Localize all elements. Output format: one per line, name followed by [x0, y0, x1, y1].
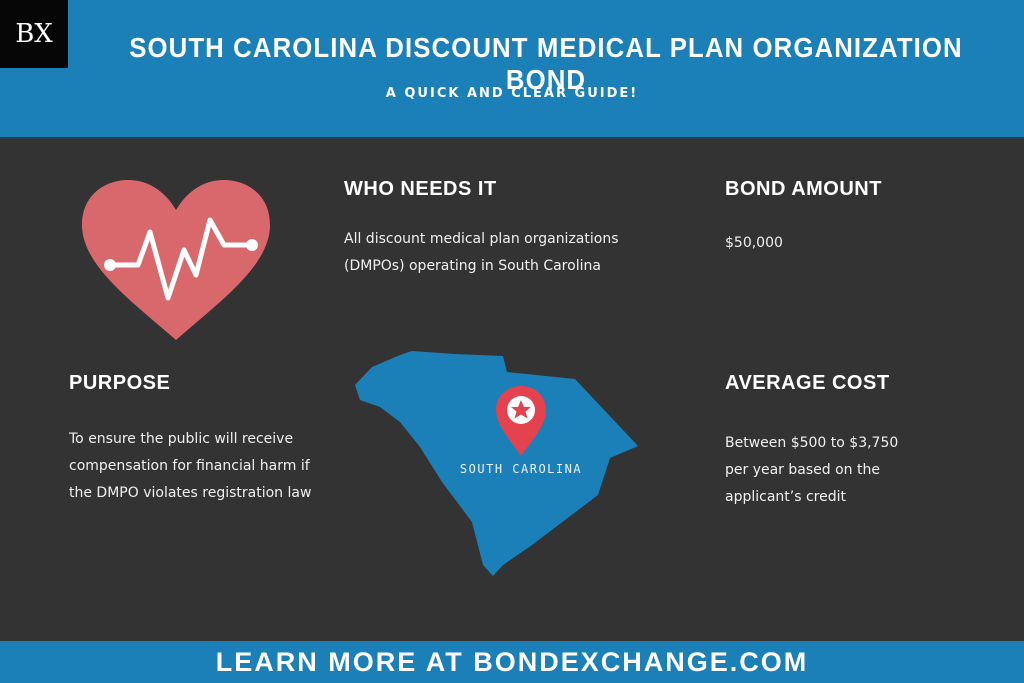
- bond-amount-text: $50,000: [725, 230, 783, 257]
- page-title: SOUTH CAROLINA DISCOUNT MEDICAL PLAN ORG…: [129, 32, 963, 95]
- text-line: Between $500 to $3,750: [725, 435, 899, 451]
- header-banner: BX SOUTH CAROLINA DISCOUNT MEDICAL PLAN …: [0, 0, 1024, 139]
- who-needs-it-heading: WHO NEEDS IT: [344, 178, 497, 200]
- text-line: per year based on the: [725, 462, 880, 478]
- map-pin-star-icon: [496, 386, 546, 456]
- who-needs-it-text: All discount medical plan organizations …: [344, 226, 619, 280]
- text-line: All discount medical plan organizations: [344, 231, 619, 247]
- average-cost-text: Between $500 to $3,750 per year based on…: [725, 430, 898, 511]
- purpose-heading: PURPOSE: [69, 372, 171, 394]
- bx-logo[interactable]: BX: [0, 0, 68, 68]
- south-carolina-map: [355, 351, 638, 576]
- purpose-text: To ensure the public will receive compen…: [69, 426, 311, 507]
- text-line: $50,000: [725, 235, 783, 251]
- bond-amount-heading: BOND AMOUNT: [725, 178, 882, 200]
- text-line: the DMPO violates registration law: [69, 485, 312, 501]
- text-line: (DMPOs) operating in South Carolina: [344, 258, 601, 274]
- page-subtitle: A QUICK AND CLEAR GUIDE!: [385, 86, 639, 101]
- map-label: SOUTH CAROLINA: [460, 462, 582, 476]
- text-line: applicant’s credit: [725, 489, 846, 505]
- average-cost-heading: AVERAGE COST: [725, 372, 890, 394]
- text-line: compensation for financial harm if: [69, 458, 310, 474]
- heart-pulse-icon: [82, 180, 270, 340]
- footer-link[interactable]: LEARN MORE AT BONDEXCHANGE.COM: [0, 641, 1024, 683]
- text-line: To ensure the public will receive: [69, 431, 294, 447]
